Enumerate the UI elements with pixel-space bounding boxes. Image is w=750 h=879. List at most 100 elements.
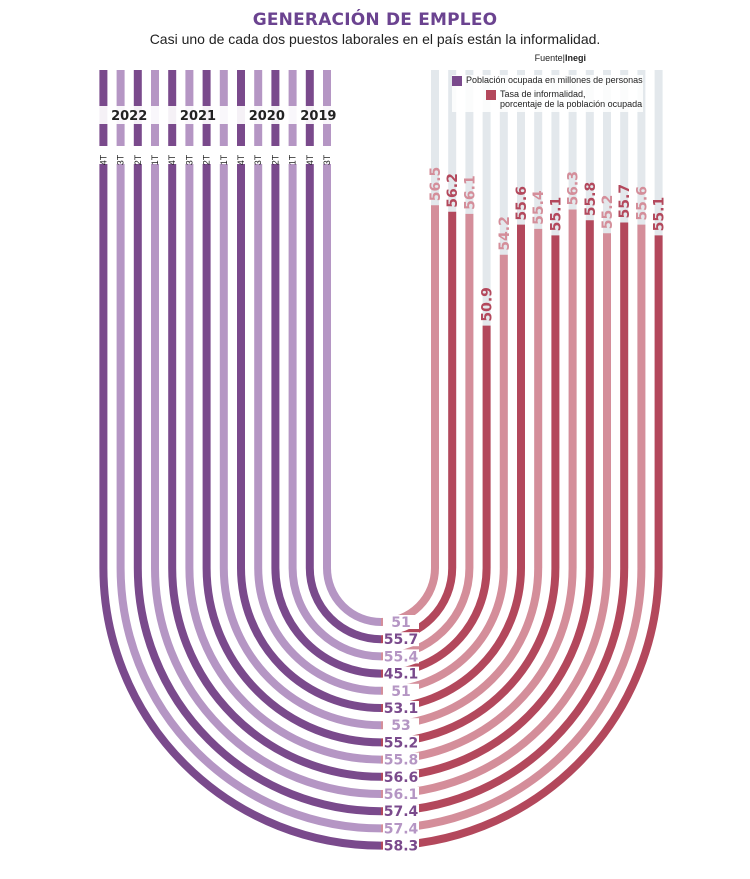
employed-value-bg-2019-4T xyxy=(383,632,419,647)
informality-arc-2021-2T xyxy=(380,567,560,747)
employed-value-bg-2019-3T xyxy=(383,615,419,629)
employed-arc-2022-3T xyxy=(116,567,382,833)
legend-label-informality-line1: Tasa de informalidad, xyxy=(500,89,586,99)
employed-value-2019-4T: 55.7 xyxy=(384,632,419,648)
quarter-label-bg-2022-4T xyxy=(98,146,109,164)
employed-value-bg-2020-4T xyxy=(383,701,419,715)
legend-label-informality: Tasa de informalidad, porcentaje de la po… xyxy=(500,89,642,109)
legend: Población ocupada en millones de persona… xyxy=(452,75,643,112)
legend-swatch-informality xyxy=(486,90,496,100)
employed-value-bg-2020-1T xyxy=(383,649,419,664)
employed-value-bg-2022-4T xyxy=(383,838,419,853)
year-label-bg-2022 xyxy=(98,106,160,124)
employed-arc-2020-1T xyxy=(288,567,382,661)
employed-value-2021-2T: 55.2 xyxy=(384,735,419,751)
chart-title: GENERACIÓN DE EMPLEO xyxy=(252,10,498,30)
employed-value-2021-3T: 55.8 xyxy=(384,753,419,769)
source-note: Fuente|Inegi xyxy=(535,53,586,63)
informality-value-2022-1T: 55.2 xyxy=(600,195,616,230)
informality-value-2019-4T: 56.2 xyxy=(445,173,461,208)
employed-value-2019-3T: 51 xyxy=(391,615,410,631)
chart-subtitle: Casi uno de cada dos puestos laborales e… xyxy=(149,31,601,47)
informality-arc-2021-4T xyxy=(380,567,594,781)
quarter-label-bg-2021-2T xyxy=(201,146,212,164)
informality-arc-2019-3T xyxy=(380,567,439,626)
employed-value-bg-2022-1T xyxy=(383,787,419,801)
informality-value-2021-4T: 55.8 xyxy=(583,182,599,217)
quarter-label-bg-2022-2T xyxy=(132,146,143,164)
year-label-2019: 2019 xyxy=(300,109,336,124)
employed-arc-2021-3T xyxy=(185,567,382,764)
informality-arc-2022-4T xyxy=(380,567,663,850)
year-label-2022: 2022 xyxy=(111,109,147,124)
quarter-label-2020-3T: 3T xyxy=(253,154,263,165)
legend-swatch-employed xyxy=(452,76,462,86)
employed-arc-2019-4T xyxy=(305,567,382,644)
year-label-2021: 2021 xyxy=(180,109,216,124)
informality-value-2022-3T: 55.6 xyxy=(634,186,650,221)
informality-value-2021-2T: 55.1 xyxy=(548,197,564,232)
employed-arc-2020-4T xyxy=(237,567,382,712)
quarter-label-bg-2022-3T xyxy=(115,146,126,164)
quarter-label-bg-2021-3T xyxy=(184,146,195,164)
legend-item-informality: Tasa de informalidad, porcentaje de la po… xyxy=(486,89,643,109)
employed-value-2020-2T: 45.1 xyxy=(384,667,419,683)
employed-arc-2022-2T xyxy=(133,567,382,816)
employed-value-2020-3T: 51 xyxy=(391,684,410,700)
employed-value-bg-2021-2T xyxy=(383,735,419,750)
informality-arc-2022-1T xyxy=(380,567,611,798)
employed-arc-2021-4T xyxy=(168,567,382,781)
quarter-label-bg-2021-4T xyxy=(167,146,178,164)
year-label-2020: 2020 xyxy=(249,109,285,124)
employed-arc-2021-2T xyxy=(202,567,382,747)
employed-value-2022-2T: 57.4 xyxy=(384,804,419,820)
informality-value-2020-1T: 56.1 xyxy=(462,175,478,210)
quarter-label-bg-2020-4T xyxy=(236,146,246,164)
informality-value-2021-1T: 55.4 xyxy=(531,190,547,225)
quarter-label-bg-2020-2T xyxy=(270,146,281,164)
legend-label-informality-line2: porcentaje de la población ocupada xyxy=(500,99,643,109)
employed-value-2022-1T: 56.1 xyxy=(384,787,419,803)
quarter-label-bg-2020-3T xyxy=(253,146,264,164)
informality-value-2020-3T: 54.2 xyxy=(497,216,513,251)
quarter-label-2022-2T: 2T xyxy=(133,154,143,165)
informality-value-2022-2T: 55.7 xyxy=(617,184,633,219)
quarter-label-2021-1T: 1T xyxy=(219,154,229,165)
quarter-label-bg-2019-4T xyxy=(304,146,315,164)
employed-arc-2022-4T xyxy=(99,567,382,850)
employed-value-bg-2020-3T xyxy=(383,683,419,698)
employed-arc-2020-3T xyxy=(254,567,382,695)
informality-value-2022-4T: 55.1 xyxy=(652,197,668,232)
year-label-bg-2021 xyxy=(167,106,229,124)
quarter-label-2019-4T: 4T xyxy=(305,154,315,165)
informality-arc-2022-3T xyxy=(380,567,646,833)
employed-value-bg-2021-4T xyxy=(383,769,419,784)
source-label: Fuente| xyxy=(534,53,565,63)
quarter-label-2020-4T: 4T xyxy=(236,154,246,165)
employed-value-2020-1T: 55.4 xyxy=(384,649,419,665)
legend-label-employed: Población ocupada en millones de persona… xyxy=(466,75,643,85)
employed-value-2020-4T: 53.1 xyxy=(384,701,419,717)
quarter-label-2021-4T: 4T xyxy=(167,154,177,165)
quarter-label-2022-4T: 4T xyxy=(98,154,108,165)
employed-arc-2022-1T xyxy=(151,567,382,798)
quarter-label-2020-1T: 1T xyxy=(288,154,298,165)
quarter-label-bg-2021-1T xyxy=(218,146,229,164)
employed-value-2022-4T: 58.3 xyxy=(384,839,419,855)
informality-value-2020-2T: 50.9 xyxy=(480,287,496,322)
quarter-label-2021-3T: 3T xyxy=(184,154,194,165)
quarter-label-bg-2020-1T xyxy=(287,146,298,164)
employed-arc-2019-3T xyxy=(323,567,382,626)
quarter-label-2021-2T: 2T xyxy=(202,154,212,165)
quarter-label-2019-3T: 3T xyxy=(322,154,332,165)
informality-arc-2022-2T xyxy=(380,567,629,816)
year-label-bg-2019 xyxy=(304,106,332,124)
year-label-bg-2020 xyxy=(236,106,298,124)
employed-value-bg-2022-3T xyxy=(383,821,419,836)
employed-value-2022-3T: 57.4 xyxy=(384,821,419,837)
informality-value-2020-4T: 55.6 xyxy=(514,186,530,221)
employed-value-bg-2021-1T xyxy=(383,718,419,733)
employed-value-2021-1T: 53 xyxy=(391,718,410,734)
employed-arc-2021-1T xyxy=(219,567,382,730)
